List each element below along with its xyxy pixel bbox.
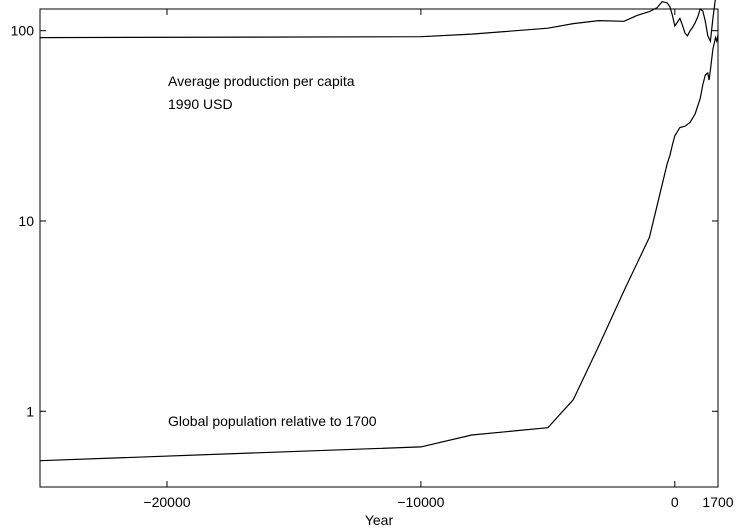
annotation-production-line1: Average production per capita xyxy=(168,73,355,89)
x-tick-label: 1700 xyxy=(702,494,733,510)
y-axis-ticks: 1 10 100 xyxy=(11,23,718,419)
series-layer xyxy=(39,0,719,462)
series-line-0 xyxy=(39,0,716,44)
y-tick-label: 1 xyxy=(26,403,34,419)
x-axis-ticks: −20000 −10000 0 1700 xyxy=(143,9,734,510)
x-tick-label: −20000 xyxy=(143,494,190,510)
annotation-population: Global population relative to 1700 xyxy=(168,413,377,429)
annotation-production-line2: 1990 USD xyxy=(168,96,233,112)
plot-frame xyxy=(39,8,719,488)
x-tick-label: −10000 xyxy=(397,494,444,510)
x-tick-label: 0 xyxy=(671,494,679,510)
y-tick-label: 10 xyxy=(18,213,34,229)
series-line-1 xyxy=(39,34,719,462)
y-tick-label: 100 xyxy=(11,23,35,39)
x-axis-label: Year xyxy=(365,512,394,528)
